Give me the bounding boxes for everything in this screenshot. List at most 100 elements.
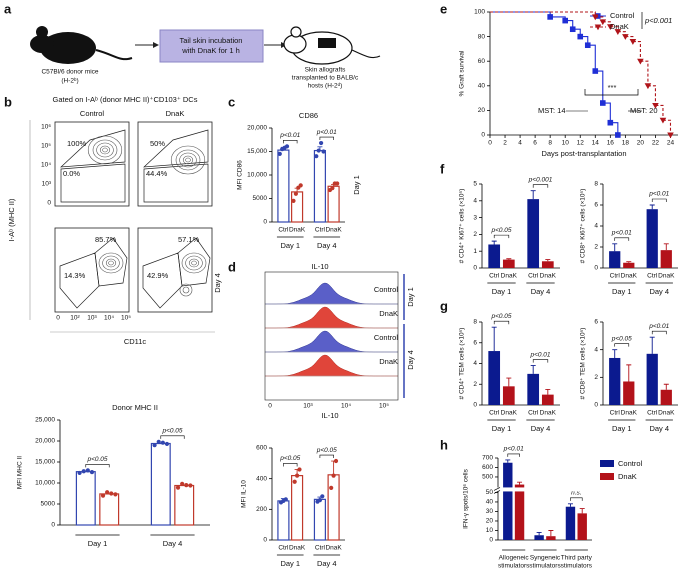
survival-step	[490, 11, 551, 17]
significance-label: p<0.01	[316, 129, 337, 136]
data-point	[180, 481, 185, 486]
gate-percent: 57.1%	[178, 235, 200, 244]
contour	[185, 255, 203, 271]
significance-label: p<0.05	[86, 456, 107, 463]
column-label: DnaK	[166, 109, 185, 118]
marker	[637, 58, 644, 65]
bar	[488, 244, 501, 268]
y-tick-label: 400	[256, 475, 267, 482]
diagram-label: C57Bl/6 donor mice	[41, 69, 98, 76]
data-point	[164, 441, 170, 447]
survival-step	[490, 11, 596, 17]
data-point	[317, 498, 323, 503]
category-label: Day 1	[492, 424, 512, 433]
error-bar	[517, 481, 523, 485]
x-tick-label: 18	[622, 140, 630, 147]
histogram-curve	[265, 306, 398, 329]
axis-break	[494, 487, 594, 492]
marker	[562, 17, 568, 24]
y-tick-label: 0	[51, 522, 55, 529]
y-tick-label: 15,000	[247, 148, 267, 155]
y-axis-label: % Graft survival	[459, 50, 466, 96]
bar-label: Ctrl	[489, 273, 500, 280]
bar	[577, 513, 587, 540]
category-label: Day 4	[163, 539, 183, 548]
mst-label: MST: 14	[538, 106, 566, 115]
significance-label: p<0.01	[279, 132, 300, 139]
significance-bracket	[319, 136, 334, 141]
error-bar	[506, 258, 512, 260]
y-tick-label: 2	[473, 231, 477, 238]
bar	[541, 261, 554, 268]
contour	[179, 152, 197, 168]
y-tick-label: 5	[473, 181, 477, 188]
contour	[181, 252, 207, 274]
bar-label: Ctrl	[610, 273, 621, 280]
y-tick-label: 500	[482, 474, 493, 481]
y-tick-label: 600	[482, 464, 493, 471]
legend-label: Control	[618, 459, 643, 468]
survival-step	[640, 60, 649, 86]
panel-letter: a	[4, 1, 12, 16]
significance-label: p<0.01	[503, 446, 524, 453]
marker	[577, 33, 584, 40]
error-bar	[649, 336, 655, 354]
legend-swatch	[600, 460, 614, 467]
data-point	[156, 439, 161, 444]
panel-letter: d	[228, 259, 236, 274]
data-point	[321, 149, 326, 154]
y-tick-label: 10,000	[35, 480, 55, 487]
row-label: Day 1	[406, 287, 415, 307]
significance-bracket	[283, 140, 298, 144]
survival-step	[647, 85, 656, 106]
data-point	[319, 140, 324, 146]
y-axis-label: I-Aᵇ (MHC II)	[7, 198, 16, 241]
survival-step	[602, 102, 611, 123]
error-bar	[612, 243, 618, 252]
data-point	[109, 491, 114, 496]
significance-bracket	[507, 453, 520, 457]
y-axis-label: IFN-γ spots/10⁶ cells	[463, 468, 470, 528]
significance-bracket	[532, 359, 549, 363]
gate-percent: 42.9%	[147, 271, 169, 280]
row-label: DnaK	[379, 357, 398, 366]
data-point	[283, 497, 288, 502]
panel-letter: g	[440, 298, 448, 313]
significance-label: p<0.05	[611, 335, 632, 342]
error-bar	[649, 204, 655, 210]
error-bar	[548, 530, 554, 537]
gate-percent: 100%	[67, 139, 87, 148]
y-tick-label: 5000	[41, 501, 56, 508]
bar-label: Ctrl	[278, 545, 289, 552]
marker	[629, 39, 637, 45]
error-bar	[491, 240, 497, 245]
significance-label: p<0.05	[490, 227, 511, 234]
y-tick-label: 8	[473, 319, 477, 326]
marker	[614, 29, 622, 35]
data-point	[184, 483, 189, 488]
y-tick-label: 6	[594, 202, 598, 209]
legend-label: DnaK	[618, 472, 637, 481]
flow-title: Gated on I-Aᵇ (donor MHC II)⁺CD103⁺ DCs	[53, 95, 198, 104]
gate-percent: 50%	[150, 139, 165, 148]
x-tick-label: 8	[548, 140, 552, 147]
row-label: Day 1	[352, 175, 361, 195]
y-tick-label: 15,000	[35, 459, 55, 466]
bar-label: Ctrl	[528, 410, 539, 417]
category-label: stimulators	[498, 563, 530, 570]
contour	[102, 147, 108, 153]
y-axis-label: # CD8⁺ TEM cells (×10⁵)	[580, 328, 587, 400]
category-label: Day 4	[649, 424, 669, 433]
histogram-x-tick-label: 10³	[303, 403, 313, 410]
data-point	[291, 198, 296, 203]
data-point	[331, 473, 336, 478]
contour	[98, 252, 124, 274]
gate	[59, 252, 100, 309]
data-point	[105, 490, 110, 495]
significance-label: p<0.01	[648, 191, 669, 198]
contour	[191, 260, 197, 266]
data-point	[175, 485, 181, 490]
survival-step	[655, 104, 664, 121]
x-tick-label: 14	[592, 140, 600, 147]
significance-bracket	[651, 330, 667, 335]
